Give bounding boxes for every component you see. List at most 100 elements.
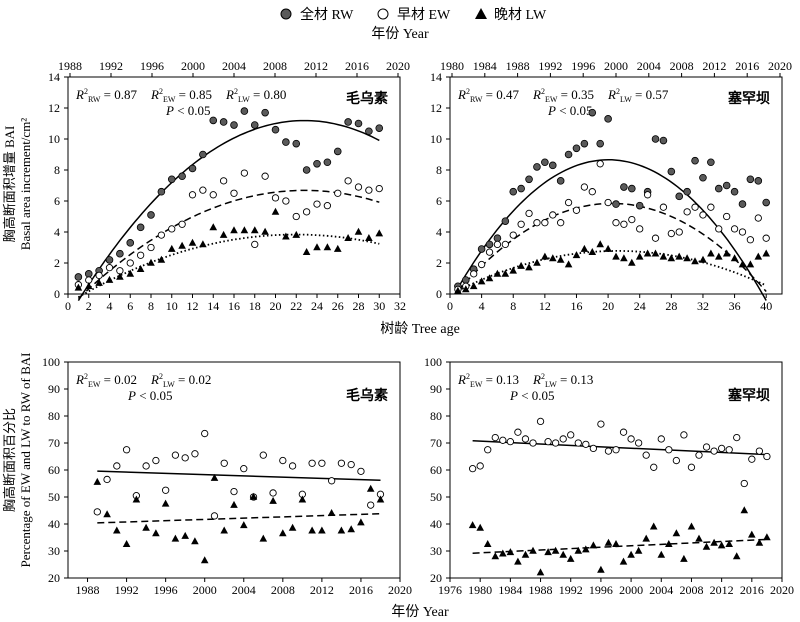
legend-item-lw: 晚材 LW <box>475 7 547 23</box>
point-rw <box>74 273 83 281</box>
point-rw <box>746 175 755 184</box>
fit-curve-lw <box>472 538 767 554</box>
point-lw <box>308 526 316 534</box>
point-lw <box>493 269 502 277</box>
point-rw <box>659 136 668 145</box>
x-tick-label: 1976 <box>438 583 462 597</box>
point-ew <box>634 439 643 447</box>
point-lw <box>715 252 723 260</box>
point-ew <box>485 248 494 256</box>
point-lw <box>564 260 573 268</box>
x-tick-label: 2012 <box>310 583 334 597</box>
point-lw <box>597 565 605 573</box>
point-ew <box>567 431 575 439</box>
point-ew <box>269 489 277 497</box>
point-rw <box>105 256 114 264</box>
point-ew <box>357 467 365 475</box>
point-lw <box>220 526 228 534</box>
point-lw <box>748 530 756 538</box>
point-lw <box>651 249 660 257</box>
point-lw <box>544 548 552 556</box>
top-year-tick-label: 2004 <box>222 59 246 73</box>
point-lw <box>732 552 741 560</box>
top-year-tick-label: 2004 <box>637 59 661 73</box>
top-ylabel-cn: 胸高断面积增量 BAI <box>2 126 17 243</box>
plot-frame <box>67 76 401 295</box>
top-year-tick-label: 2012 <box>304 59 328 73</box>
y-tick-label: 14 <box>430 70 442 84</box>
top-year-tick-label: 2000 <box>604 59 628 73</box>
point-lw <box>612 540 620 547</box>
point-rw <box>564 150 573 159</box>
top-year-tick-label: 2008 <box>670 59 694 73</box>
point-ew <box>717 444 726 453</box>
point-ew <box>572 206 581 214</box>
point-ew <box>612 219 620 227</box>
x-tick-label: 36 <box>729 299 741 313</box>
y-tick-label: 50 <box>48 490 60 504</box>
top-year-tick-label: 1980 <box>440 59 464 73</box>
point-ew <box>715 225 723 233</box>
y-tick-label: 90 <box>48 382 60 396</box>
x-tick-label: 1996 <box>589 583 613 597</box>
point-lw <box>178 241 186 249</box>
point-rw <box>548 161 557 170</box>
point-ew <box>551 439 560 447</box>
point-lw <box>462 285 470 293</box>
point-ew <box>699 211 707 219</box>
stats-p-line: P < 0.05 <box>547 103 593 118</box>
point-rw <box>651 135 660 143</box>
point-lw <box>642 534 650 542</box>
point-lw <box>230 500 238 508</box>
point-rw <box>313 160 321 168</box>
site-label: 毛乌素 <box>346 387 388 404</box>
point-ew <box>501 240 509 249</box>
point-rw <box>572 144 581 153</box>
point-rw <box>250 121 259 129</box>
point-ew <box>680 431 688 439</box>
point-rw <box>126 239 135 247</box>
point-ew <box>514 428 522 436</box>
point-ew <box>261 172 269 180</box>
tree-age-axis-label: 树龄 Tree age <box>380 321 460 337</box>
point-lw <box>580 244 589 252</box>
y-tick-label: 4 <box>436 225 442 239</box>
point-rw <box>604 115 612 123</box>
point-ew <box>344 177 352 185</box>
point-rw <box>754 177 763 185</box>
point-ew <box>318 459 326 467</box>
point-ew <box>161 486 170 494</box>
top-year-tick-label: 2012 <box>702 59 726 73</box>
point-rw <box>477 245 486 253</box>
fit-curve-ew <box>77 189 380 300</box>
x-tick-label: 18 <box>249 299 261 313</box>
site-label: 塞罕坝 <box>728 387 770 404</box>
point-ew <box>604 447 613 455</box>
x-tick-label: 26 <box>332 299 344 313</box>
point-lw <box>541 252 549 260</box>
legend: 全材 RW 早材 EW 晚材 LW <box>280 6 547 23</box>
top-year-tick-label: 2008 <box>263 59 287 73</box>
top-year-tick-label: 2020 <box>386 59 410 73</box>
top-year-tick-label: 1984 <box>473 59 497 73</box>
point-ew <box>549 211 557 219</box>
point-lw <box>344 234 352 241</box>
point-lw <box>105 275 114 283</box>
point-ew <box>702 443 711 451</box>
point-ew <box>365 186 373 194</box>
point-rw <box>762 198 770 207</box>
point-lw <box>74 283 83 291</box>
point-lw <box>722 249 731 257</box>
point-lw <box>549 254 557 262</box>
point-lw <box>551 546 560 554</box>
point-ew <box>667 229 675 238</box>
x-tick-label: 1980 <box>468 583 492 597</box>
fit-curve-ew <box>97 470 381 482</box>
point-ew <box>643 191 652 199</box>
panel-c: 1988 1992 1996 2000 2004 2008 2012 2016 20202030… <box>42 355 412 597</box>
x-tick-label: 22 <box>290 299 302 313</box>
x-tick-label: 2000 <box>193 583 217 597</box>
point-rw <box>136 223 145 232</box>
point-lw <box>93 477 102 485</box>
point-rw <box>707 158 715 167</box>
